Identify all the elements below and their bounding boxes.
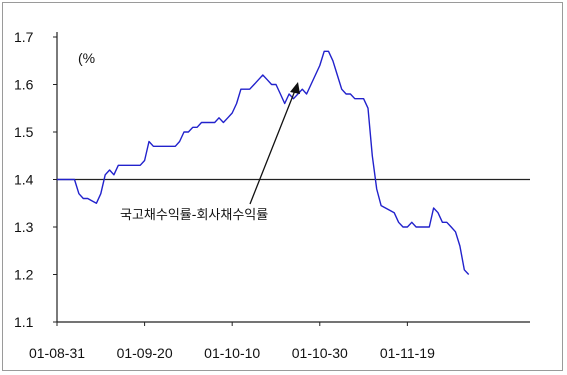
chart-frame: [2, 2, 563, 371]
y-tick-label: 1.1: [14, 314, 34, 330]
y-tick-label: 1.5: [14, 124, 34, 140]
annotation-group: 국고채수익률-회사채수익률: [120, 82, 300, 223]
x-tick-label: 01-08-31: [29, 345, 85, 361]
x-tick-label: 01-10-10: [204, 345, 260, 361]
x-tick-label: 01-10-30: [292, 345, 348, 361]
y-tick-label: 1.2: [14, 267, 34, 283]
y-axis-ticks: 1.1 1.2 1.3 1.4 1.5 1.6 1.7: [14, 29, 57, 330]
unit-label: (%: [78, 50, 95, 66]
y-tick-label: 1.4: [14, 172, 34, 188]
series-line: [57, 50, 470, 275]
x-axis-ticks: 01-08-31 01-09-20 01-10-10 01-10-30 01-11-19: [29, 322, 435, 361]
series-group: [57, 50, 470, 275]
chart-axes: [56, 32, 530, 323]
annotation-arrow-shaft: [249, 87, 297, 205]
y-tick-label: 1.7: [14, 29, 34, 45]
x-tick-label: 01-11-19: [380, 345, 435, 361]
x-tick-label: 01-09-20: [117, 345, 173, 361]
annotation-label: 국고채수익률-회사채수익률: [120, 208, 268, 223]
y-tick-label: 1.3: [14, 219, 34, 235]
y-tick-label: 1.6: [14, 77, 34, 93]
annotation-arrowhead: [290, 82, 300, 94]
